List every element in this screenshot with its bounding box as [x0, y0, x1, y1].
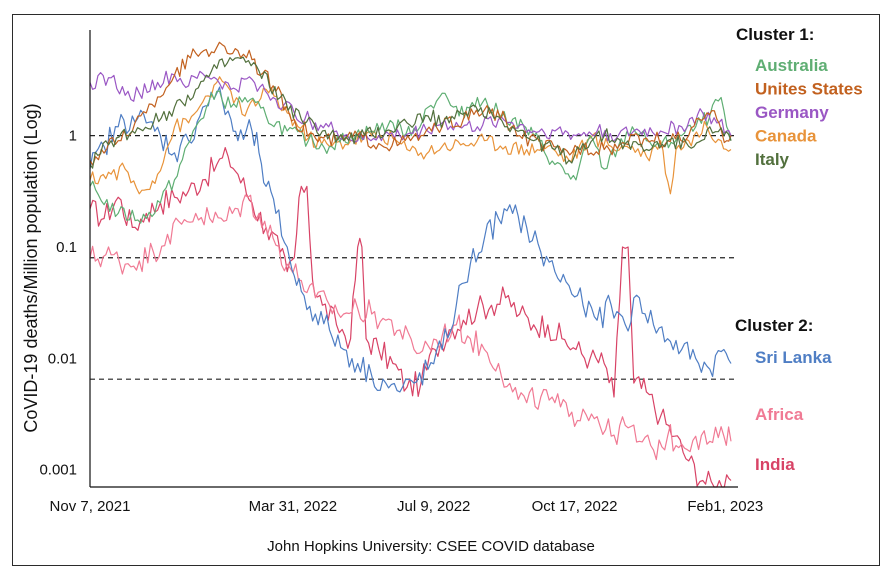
chart-frame — [12, 14, 880, 566]
y-axis-label: CoVID-19 deaths/Million population (Log) — [21, 103, 41, 432]
series-line-unites-states — [89, 41, 732, 166]
y-tick-label: 0.01 — [48, 350, 77, 367]
series-line-italy — [89, 56, 732, 169]
x-tick-labels: Nov 7, 2021 Mar 31, 2022 Jul 9, 2022 Oct 17… — [50, 498, 764, 515]
series-line-africa — [89, 194, 732, 461]
cluster-1-title: Cluster 1: — [736, 25, 814, 44]
x-tick-label: Oct 17, 2022 — [532, 498, 618, 515]
legend-entry: India — [755, 455, 795, 474]
y-tick-label: 0.001 — [39, 462, 77, 479]
x-tick-label: Jul 9, 2022 — [397, 498, 470, 515]
x-tick-label: Feb1, 2023 — [687, 498, 763, 515]
x-tick-label: Mar 31, 2022 — [249, 498, 337, 515]
legend-entry: Italy — [755, 150, 790, 169]
legend-entry: Africa — [755, 405, 804, 424]
series-line-germany — [89, 70, 732, 143]
series-layer — [89, 41, 732, 488]
y-tick-label: 0.1 — [56, 239, 77, 256]
legend-entry: Sri Lanka — [755, 348, 832, 367]
x-tick-label: Nov 7, 2021 — [50, 498, 131, 515]
reference-lines — [90, 134, 738, 380]
legend-entry: Unites States — [755, 80, 863, 99]
legend-entry: Australia — [755, 56, 828, 75]
series-line-india — [89, 147, 732, 488]
y-tick-labels: 1 0.1 0.01 0.001 — [39, 128, 77, 479]
y-tick-label: 1 — [69, 128, 77, 145]
series-line-sri-lanka — [89, 86, 732, 393]
legend-entry: Germany — [755, 103, 829, 122]
cluster-2-title: Cluster 2: — [735, 316, 813, 335]
caption: John Hopkins University: CSEE COVID data… — [267, 538, 595, 555]
legend-entry: Canada — [755, 127, 817, 146]
series-line-australia — [89, 90, 732, 224]
legend: Cluster 1: Australia Unites States Germany C… — [735, 25, 863, 474]
series-line-canada — [89, 76, 732, 195]
